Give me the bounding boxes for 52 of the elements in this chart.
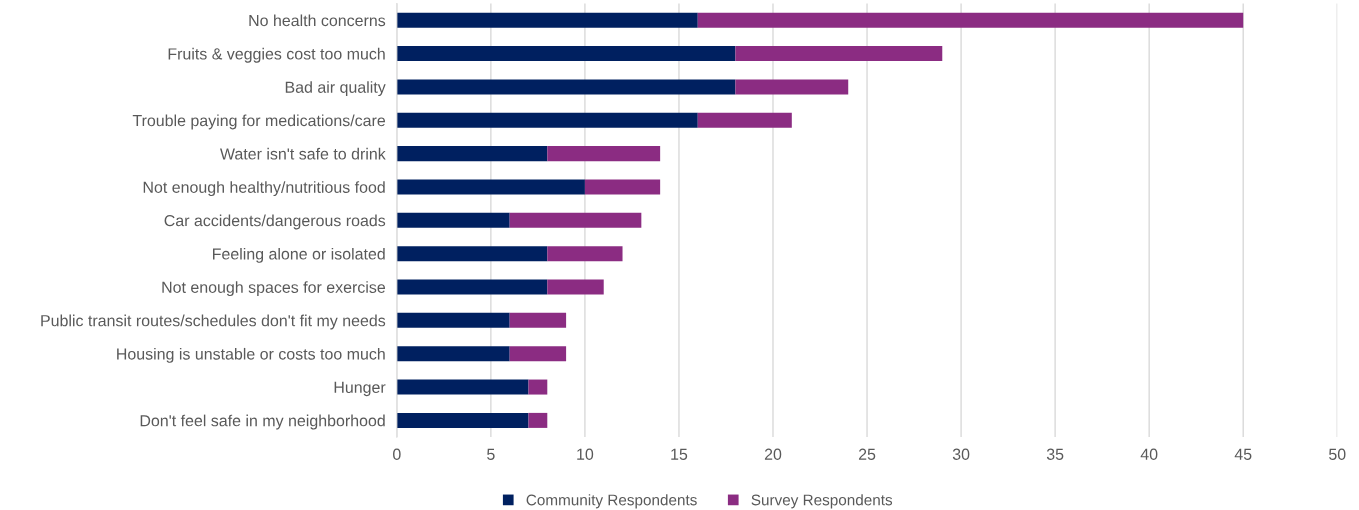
bar bbox=[697, 12, 1244, 28]
bar bbox=[396, 12, 698, 28]
bar bbox=[396, 279, 548, 295]
y-tick-label: Not enough spaces for exercise bbox=[162, 281, 386, 297]
bar bbox=[509, 346, 567, 362]
y-tick-label: No health concerns bbox=[249, 14, 386, 27]
y-tick-label: Bad air quality bbox=[285, 81, 386, 97]
bar bbox=[396, 179, 585, 195]
y-tick-label: Trouble paying for medications/care bbox=[132, 114, 386, 130]
y-tick-label: Don't feel safe in my neighborhood bbox=[140, 414, 385, 430]
x-tick-label: 40 bbox=[1140, 448, 1158, 460]
bar bbox=[396, 212, 510, 228]
y-tick-label: Car accidents/dangerous roads bbox=[164, 214, 386, 230]
bar bbox=[509, 312, 567, 328]
legend-label: Community Respondents bbox=[526, 494, 697, 509]
x-tick-label: 30 bbox=[952, 448, 970, 460]
x-tick-label: 0 bbox=[393, 448, 401, 460]
bar bbox=[396, 412, 529, 428]
legend-label: Survey Respondents bbox=[751, 494, 893, 509]
bar bbox=[528, 379, 548, 395]
x-tick-label: 20 bbox=[764, 448, 782, 460]
x-tick-label: 25 bbox=[858, 448, 876, 460]
y-tick-label: Water isn't safe to drink bbox=[220, 147, 386, 160]
x-tick-label: 45 bbox=[1234, 448, 1252, 460]
x-tick-label: 35 bbox=[1046, 448, 1064, 460]
bar bbox=[735, 79, 849, 95]
bar bbox=[584, 179, 661, 195]
bar bbox=[547, 246, 623, 262]
x-tick-label: 5 bbox=[487, 448, 495, 460]
y-tick-label: Feeling alone or isolated bbox=[213, 247, 385, 263]
y-tick-label: Not enough healthy/nutritious food bbox=[143, 181, 385, 197]
bar bbox=[697, 112, 792, 128]
bar bbox=[547, 146, 661, 162]
bar bbox=[396, 79, 736, 95]
bar bbox=[396, 379, 529, 395]
y-tick-label: Fruits & veggies cost too much bbox=[168, 47, 385, 63]
x-tick-label: 15 bbox=[671, 448, 688, 460]
bar bbox=[396, 146, 548, 162]
y-tick-label: Public transit routes/schedules don't fit my needs bbox=[41, 314, 386, 330]
bar bbox=[396, 346, 510, 362]
bar bbox=[735, 46, 943, 62]
bar bbox=[509, 212, 642, 228]
bar bbox=[396, 46, 736, 62]
bar bbox=[396, 112, 698, 128]
y-tick-label: Housing is unstable or costs too much bbox=[117, 347, 385, 363]
x-tick-label: 50 bbox=[1329, 448, 1346, 460]
x-tick-label: 10 bbox=[577, 448, 594, 460]
bar bbox=[528, 412, 548, 428]
y-tick-label: Hunger bbox=[334, 381, 386, 397]
bar bbox=[547, 279, 604, 295]
bar bbox=[396, 246, 548, 262]
bar bbox=[396, 312, 510, 328]
